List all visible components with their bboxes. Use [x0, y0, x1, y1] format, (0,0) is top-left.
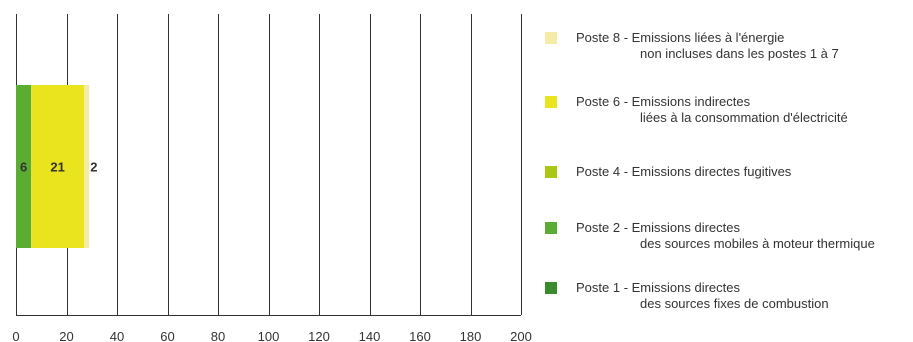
bar-stack	[16, 85, 90, 248]
data-label-4: 2	[90, 160, 97, 175]
x-tick-label-180: 180	[460, 329, 482, 342]
x-tick-label-20: 20	[59, 329, 73, 342]
x-tick-label-100: 100	[258, 329, 280, 342]
legend-swatch-poste-4	[545, 166, 557, 178]
data-label-1: 6	[20, 160, 27, 175]
bar-chart: 6 21 2 0 20 40 60 80 100 120 140 160 180 200	[12, 14, 532, 342]
x-tick-label-80: 80	[211, 329, 225, 342]
legend-label-poste-1: Poste 1 - Emissions directes	[576, 280, 741, 295]
legend-sublabel-poste-8: non incluses dans les postes 1 à 7	[640, 46, 839, 61]
x-tick-label-140: 140	[359, 329, 381, 342]
legend-swatch-poste-1	[545, 282, 557, 294]
legend-label-poste-2: Poste 2 - Emissions directes	[576, 220, 741, 235]
legend-sublabel-poste-1: des sources fixes de combustion	[640, 296, 829, 311]
legend-swatch-poste-2	[545, 222, 557, 234]
bar-segment-3	[31, 85, 85, 248]
legend-label-poste-8: Poste 8 - Emissions liées à l'énergie	[576, 30, 785, 45]
data-label-3: 21	[50, 160, 64, 175]
x-tick-label-60: 60	[160, 329, 174, 342]
x-axis-ticks: 0 20 40 60 80 100 120 140 160 180 200	[12, 329, 531, 342]
data-labels: 6 21 2	[20, 160, 98, 175]
x-tick-label-40: 40	[110, 329, 124, 342]
x-tick-label-160: 160	[409, 329, 431, 342]
x-tick-label-200: 200	[510, 329, 532, 342]
x-tick-label-0: 0	[12, 329, 19, 342]
legend-swatch-poste-6	[545, 96, 557, 108]
legend-label-poste-4: Poste 4 - Emissions directes fugitives	[576, 164, 792, 179]
legend-sublabel-poste-6: liées à la consommation d'électricité	[640, 110, 848, 125]
legend-swatch-poste-8	[545, 32, 557, 44]
bar-segment-4	[84, 85, 90, 248]
bar-segment-1	[16, 85, 32, 248]
x-tick-label-120: 120	[308, 329, 330, 342]
legend-sublabel-poste-2: des sources mobiles à moteur thermique	[640, 236, 875, 251]
legend-label-poste-6: Poste 6 - Emissions indirectes	[576, 94, 751, 109]
gridlines	[16, 14, 522, 316]
